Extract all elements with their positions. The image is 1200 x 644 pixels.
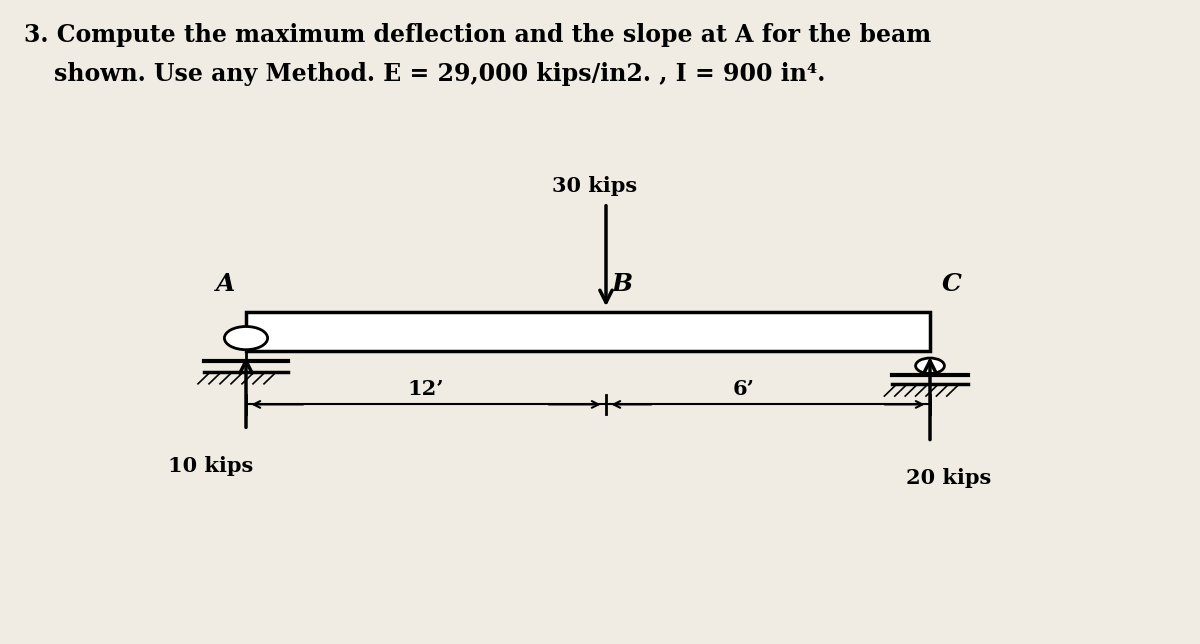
Text: A: A <box>216 272 235 296</box>
Text: 30 kips: 30 kips <box>552 176 637 196</box>
Text: shown. Use any Method. E = 29,000 kips/in2. , I = 900 in⁴.: shown. Use any Method. E = 29,000 kips/i… <box>54 62 826 86</box>
Circle shape <box>224 327 268 350</box>
Text: 6’: 6’ <box>733 379 755 399</box>
Text: C: C <box>942 272 962 296</box>
Text: 12’: 12’ <box>408 379 444 399</box>
Bar <box>246 312 930 351</box>
Text: B: B <box>612 272 634 296</box>
Circle shape <box>916 358 944 374</box>
Text: 3. Compute the maximum deflection and the slope at A for the beam: 3. Compute the maximum deflection and th… <box>24 23 931 48</box>
Text: 10 kips: 10 kips <box>168 456 253 476</box>
Text: 20 kips: 20 kips <box>906 468 991 488</box>
